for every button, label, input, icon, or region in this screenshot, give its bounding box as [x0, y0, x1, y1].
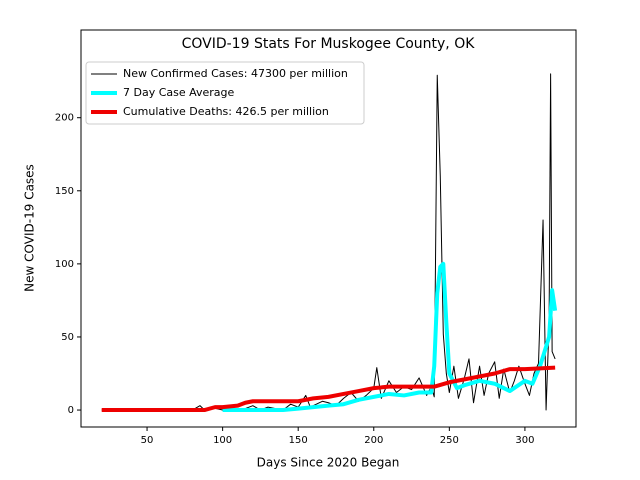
- legend-box: [85, 61, 365, 125]
- x-tick-label: 200: [364, 435, 383, 446]
- chart-title: COVID-19 Stats For Muskogee County, OK: [182, 36, 476, 52]
- y-tick-label: 0: [68, 405, 74, 416]
- x-tick-label: 50: [141, 435, 154, 446]
- plot-frame: [80, 29, 577, 428]
- y-tick-label: 200: [55, 113, 74, 124]
- y-tick-label: 50: [61, 332, 74, 343]
- x-tick-label: 300: [515, 435, 534, 446]
- x-tick-label: 100: [213, 435, 232, 446]
- y-tick-label: 150: [55, 186, 74, 197]
- legend-label: New Confirmed Cases: 47300 per million: [123, 67, 348, 80]
- y-tick-label: 100: [55, 259, 74, 270]
- legend-label: 7 Day Case Average: [123, 86, 235, 99]
- x-tick-label: 250: [440, 435, 459, 446]
- series-line: [101, 365, 556, 413]
- x-tick-label: 150: [289, 435, 308, 446]
- series-line: [222, 261, 558, 413]
- legend-label: Cumulative Deaths: 426.5 per million: [123, 105, 329, 118]
- x-axis-label: Days Since 2020 Began: [257, 456, 400, 470]
- y-axis-label: New COVID-19 Cases: [23, 164, 37, 292]
